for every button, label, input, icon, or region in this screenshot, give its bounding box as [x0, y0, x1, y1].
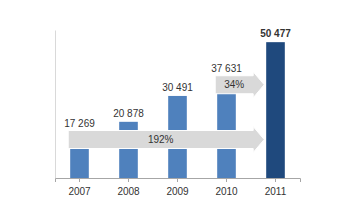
x-tick-mark [226, 178, 227, 182]
x-axis: 2007 2008 2009 2010 2011 [56, 178, 301, 197]
data-label: 30 491 [162, 82, 193, 93]
y-axis [55, 31, 56, 179]
x-tick-mark [128, 178, 129, 182]
x-tick-label: 2007 [68, 186, 91, 197]
annotation-arrow [215, 72, 264, 98]
x-tick: 2008 [117, 178, 140, 197]
x-tick: 2011 [265, 178, 287, 197]
data-label: 50 477 [260, 28, 291, 39]
x-tick-mark [79, 178, 80, 182]
annotation-arrow [68, 127, 264, 153]
data-labels: 17 269 20 878 30 491 37 631 50 477 [64, 28, 291, 128]
data-label: 37 631 [211, 63, 242, 74]
x-axis-line [56, 179, 301, 183]
bars [70, 42, 285, 178]
x-tick: 2007 [68, 178, 91, 197]
y-axis-line [55, 31, 56, 179]
x-tick-label: 2008 [117, 186, 140, 197]
x-tick: 2010 [215, 178, 238, 197]
x-tick-label: 2011 [265, 186, 287, 197]
x-tick-mark [177, 178, 178, 182]
x-tick: 2009 [166, 178, 189, 197]
x-tick-mark [275, 178, 276, 182]
bar [266, 42, 285, 178]
data-label: 17 269 [64, 118, 95, 129]
x-tick-label: 2010 [215, 186, 238, 197]
annotation-text: 34% [224, 79, 244, 90]
annotations: 192% 34% [68, 72, 264, 153]
chart: 2007 2008 2009 2010 2011 192% 34% 17 269 20 878 3… [0, 0, 350, 210]
annotation-text: 192% [148, 134, 174, 145]
x-tick-label: 2009 [166, 186, 189, 197]
data-label: 20 878 [113, 108, 144, 119]
